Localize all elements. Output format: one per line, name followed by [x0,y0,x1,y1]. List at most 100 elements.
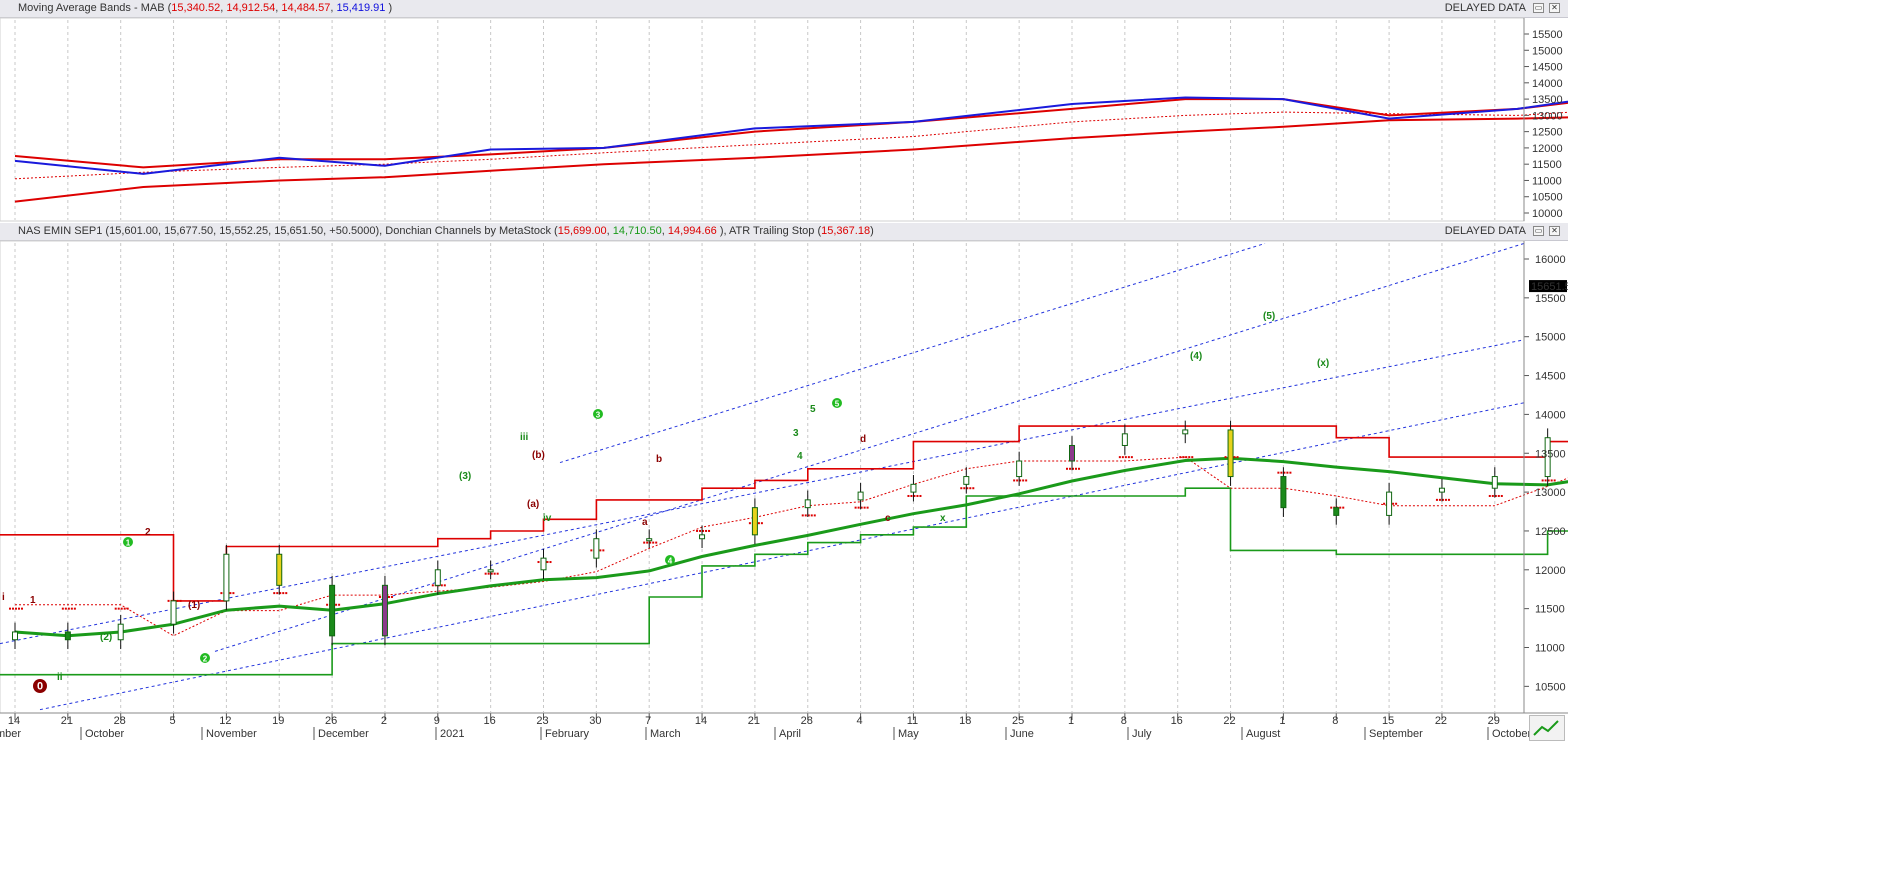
atr-stop-dot [378,595,381,598]
x-day-label: 15 [1382,715,1394,727]
atr-stop-dot [484,572,487,575]
atr-stop-dot [387,595,390,598]
circled-wave-label: 4 [668,557,673,566]
mab-y-label: 10500 [1532,192,1563,204]
atr-stop-dot [963,487,966,490]
atr-stop-dot [866,506,869,509]
x-month-label: September [1369,728,1423,740]
candle-body [963,476,970,485]
close-button[interactable]: ✕ [1549,3,1560,13]
atr-value: 15,367.18 [821,225,871,237]
price-y-label: 16000 [1535,254,1566,266]
atr-stop-dot [546,561,549,564]
atr-stop-dot [493,572,496,575]
x-month-label: February [545,728,590,740]
wave-label: (2) [100,632,112,643]
atr-stop-dot [440,584,443,587]
x-day-label: 25 [1012,715,1024,727]
atr-stop-dot [338,603,341,606]
close-button[interactable]: ✕ [1549,226,1560,236]
circled-wave-label: 5 [835,400,840,409]
atr-stop-dot [969,487,972,490]
atr-stop-dot [1447,498,1450,501]
atr-stop-dot [273,592,276,595]
x-day-label: 21 [61,715,73,727]
candle-body [804,499,811,509]
atr-stop-dot [804,514,807,517]
x-day-label: 11 [907,715,918,727]
atr-stop-dot [1553,479,1556,482]
x-day-label: 29 [1488,715,1500,727]
wave-label: 1 [30,595,36,606]
restore-button[interactable]: ▭ [1533,3,1544,13]
price-plot-frame [0,240,1525,714]
candle-body [487,569,494,573]
candle-body [646,538,653,542]
circled-wave-marker [593,409,603,419]
x-day-label: 18 [959,715,971,727]
x-month-label: October [1492,728,1531,740]
atr-stop-dot [810,514,813,517]
atr-stop-dot [1072,467,1074,470]
trend-channel-line [0,339,1525,645]
atr-stop-dot [1075,467,1077,470]
x-day-label: 22 [1223,715,1235,727]
atr-stop-dot [801,514,804,517]
atr-label: ATR Trailing Stop [729,225,815,237]
x-day-label: 4 [857,715,863,727]
atr-stop-dot [1497,494,1500,497]
wave-label: (b) [532,450,545,461]
atr-stop-dot [696,529,699,532]
atr-stop-dot [276,592,279,595]
chart-canvas[interactable]: 012345iiiiiiiv(1)(2)(3)(4)(5)(a)(b)(x)ab… [0,0,1568,743]
restore-button[interactable]: ▭ [1533,226,1544,236]
price-y-label: 10500 [1535,681,1566,693]
atr-stop-dot [326,603,329,606]
atr-stop-dot [860,506,863,509]
atr-stop-dot [1280,471,1283,474]
wave-label: 5 [810,404,816,415]
atr-stop-dot [757,522,760,525]
wave-label: (a) [527,499,539,510]
atr-stop-dot [1500,494,1503,497]
atr-stop-dot [179,599,182,602]
candle-body [593,538,600,559]
atr-stop-dot [123,607,126,610]
x-month-label: mber [0,728,21,740]
atr-stop-dot [699,529,702,532]
x-day-label: 8 [1332,715,1338,727]
atr-stop-dot [12,607,14,610]
candle-body [857,491,864,501]
candle-body [276,553,283,586]
atr-stop-dot [176,599,179,602]
atr-stop-dot [1488,494,1491,497]
atr-stop-dot [117,607,120,610]
atr-stop-dot [1185,456,1188,459]
candle-body [1069,444,1075,462]
circled-wave-marker [200,653,210,663]
mab-value-1: 15,340.52 [171,2,221,14]
price-y-label: 12000 [1535,565,1566,577]
wave-label: d [860,434,866,445]
candle-body [117,623,124,641]
atr-stop-dot [70,607,73,610]
atr-stop-dot [708,529,711,532]
atr-stop-dot [9,607,11,610]
wave-label: (5) [1263,311,1275,322]
x-day-label: 26 [325,715,337,727]
price-y-label: 11500 [1535,604,1565,616]
atr-stop-dot [1541,479,1544,482]
chart-settings-corner[interactable] [1529,715,1565,741]
atr-stop-dot [549,561,552,564]
atr-stop-dot [1395,502,1398,505]
atr-stop-dot [972,487,975,490]
circled-wave-label: 1 [126,539,131,548]
candle-body [1333,507,1340,516]
mab-y-label: 15500 [1532,29,1563,41]
atr-stop-dot [67,607,70,610]
mab-delayed-data: DELAYED DATA [1444,2,1526,14]
atr-stop-dot [73,607,76,610]
atr-stop-dot [1444,498,1447,501]
atr-stop-dot [1013,479,1016,482]
x-month-label: August [1246,728,1280,740]
